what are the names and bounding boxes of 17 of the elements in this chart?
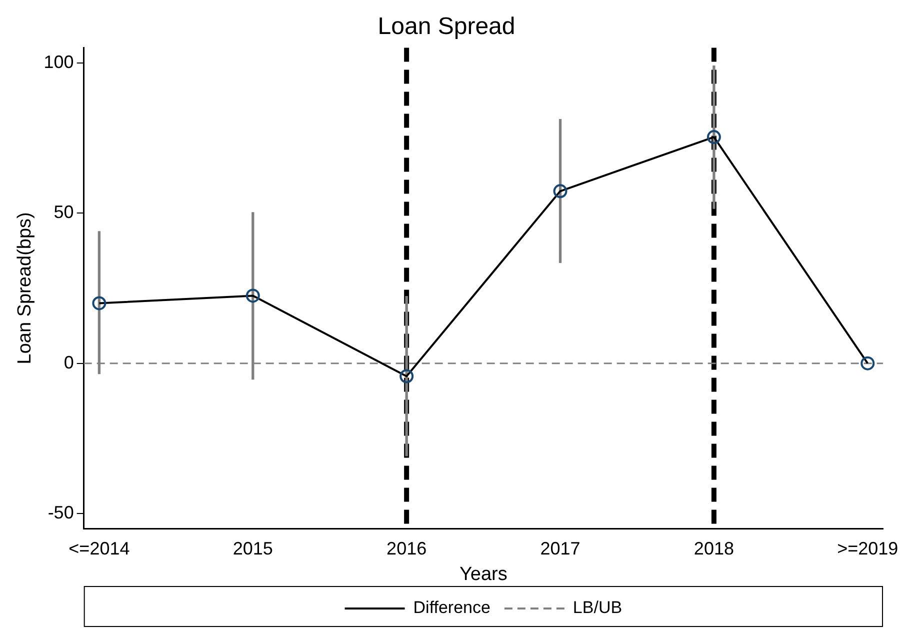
x-tick-label: 2017 xyxy=(540,538,580,558)
y-tick-label: 100 xyxy=(44,52,74,72)
bar xyxy=(712,66,716,209)
y-tick-label: 50 xyxy=(54,202,74,222)
legend-label: LB/UB xyxy=(572,598,622,618)
x-tick-label: 2015 xyxy=(232,538,273,558)
x-tick-label: 2018 xyxy=(694,538,734,558)
bar xyxy=(558,118,562,263)
chart-title: Loan Spread xyxy=(378,13,516,40)
legend-label: Difference xyxy=(413,598,490,618)
y-tick-label: 0 xyxy=(64,352,74,372)
x-tick-label: 2016 xyxy=(386,538,427,558)
x-axis-title: Years xyxy=(459,564,508,585)
x-tick-label: <=2014 xyxy=(68,538,130,558)
x-tick-label: >=2019 xyxy=(837,538,898,558)
y-tick-label: -50 xyxy=(48,502,74,523)
y-axis-title: Loan Spread(bps) xyxy=(14,212,36,364)
